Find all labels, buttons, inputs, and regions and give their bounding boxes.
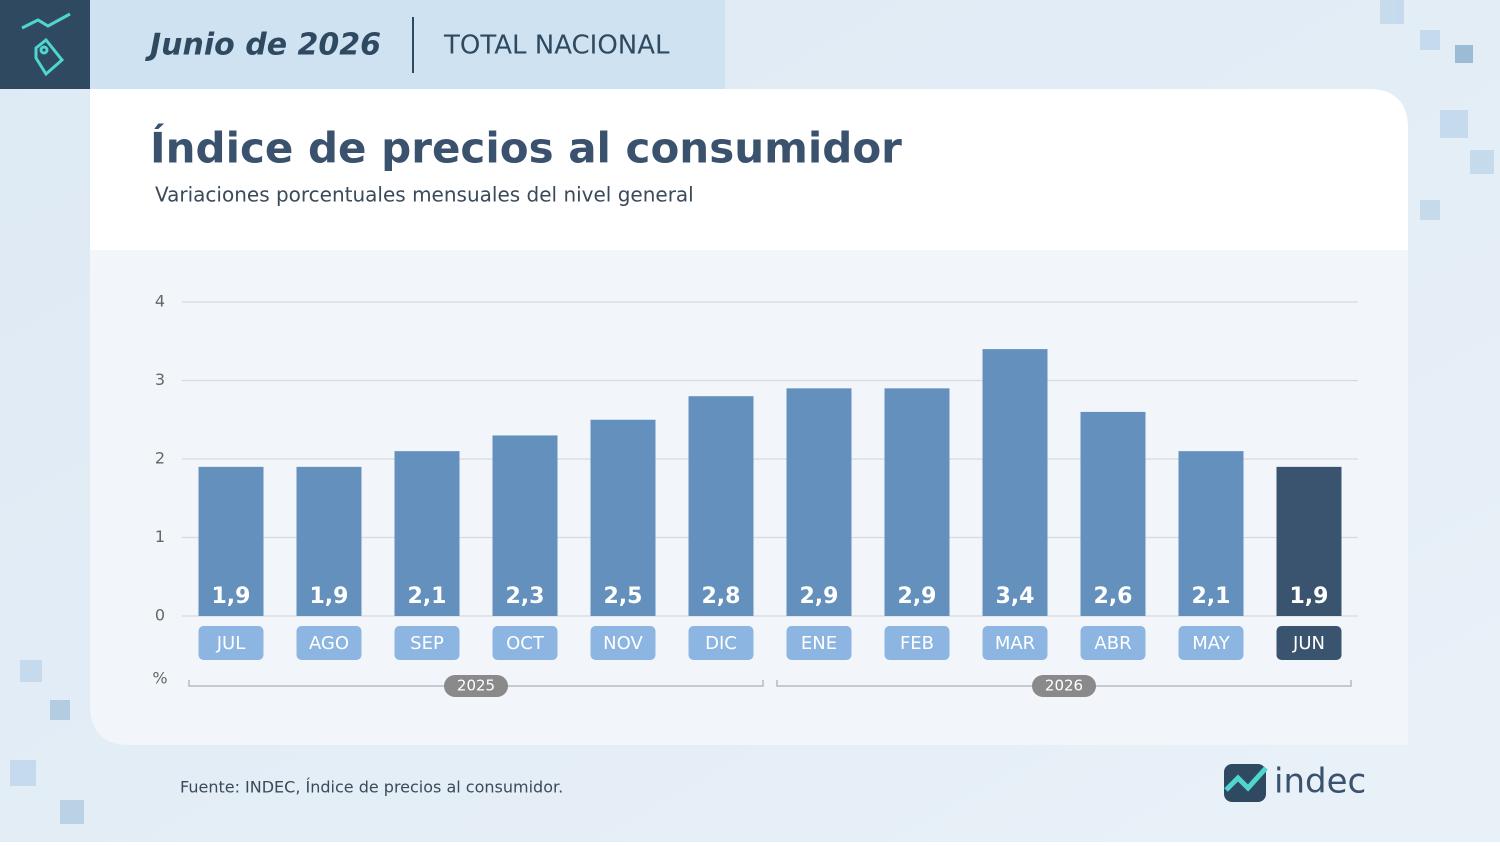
- category-pill: [1178, 626, 1244, 660]
- header-icon-box: [0, 0, 90, 89]
- chart-title: Índice de precios al consumidor: [150, 123, 902, 173]
- x-tick-label: DIC: [705, 633, 737, 654]
- value-label: 2,9: [800, 584, 839, 609]
- value-label: 3,4: [996, 584, 1035, 609]
- category-pill: [1276, 626, 1342, 660]
- x-tick-label: FEB: [900, 633, 934, 654]
- category-pill: [982, 626, 1048, 660]
- category-pill: [884, 626, 950, 660]
- x-tick-label: NOV: [603, 633, 643, 654]
- group-pill: [444, 675, 508, 697]
- bar: [296, 466, 362, 616]
- value-label: 2,5: [604, 584, 643, 609]
- y-tick-label: 4: [155, 292, 165, 311]
- source: Fuente: INDEC, Índice de precios al cons…: [180, 778, 563, 797]
- value-label: 2,8: [702, 584, 741, 609]
- card-top: [90, 89, 1408, 250]
- category-pill: [394, 626, 460, 660]
- y-tick-label: 0: [155, 606, 165, 625]
- y-unit: %: [152, 669, 167, 688]
- bar: [884, 388, 950, 616]
- value-label: 1,9: [212, 584, 251, 609]
- bar: [590, 419, 656, 616]
- x-tick-label: MAY: [1192, 633, 1230, 654]
- x-tick-label: ENE: [801, 633, 837, 654]
- value-label: 1,9: [1290, 584, 1329, 609]
- bar: [492, 435, 558, 616]
- bar: [1080, 411, 1146, 616]
- logo-text: indec: [1274, 762, 1366, 802]
- value-label: 2,1: [1192, 584, 1231, 609]
- category-pill: [198, 626, 264, 660]
- x-tick-label: OCT: [506, 633, 545, 654]
- value-label: 2,3: [506, 584, 545, 609]
- category-pill: [1080, 626, 1146, 660]
- y-tick-label: 2: [155, 449, 165, 468]
- header-region: TOTAL NACIONAL: [443, 31, 670, 61]
- group-label: 2026: [1045, 677, 1083, 695]
- bar: [1178, 451, 1244, 616]
- logo-line: [1224, 766, 1268, 792]
- x-tick-label: JUL: [216, 633, 246, 654]
- bar: [1276, 466, 1342, 616]
- decor-pixels: [10, 0, 1494, 824]
- logo: indec: [1224, 762, 1366, 802]
- value-label: 2,6: [1094, 584, 1133, 609]
- bar: [198, 466, 264, 616]
- x-tick-label: MAR: [995, 633, 1035, 654]
- chart-subtitle: Variaciones porcentuales mensuales del n…: [155, 183, 694, 207]
- x-tick-label: ABR: [1094, 633, 1131, 654]
- value-label: 2,9: [898, 584, 937, 609]
- y-tick-label: 3: [155, 370, 165, 389]
- header-panel: [0, 0, 725, 89]
- group-label: 2025: [457, 677, 495, 695]
- value-label: 2,1: [408, 584, 447, 609]
- bar: [786, 388, 852, 616]
- category-pill: [688, 626, 754, 660]
- category-pill: [296, 626, 362, 660]
- x-tick-label: JUN: [1292, 633, 1325, 654]
- header-date: Junio de 2026: [145, 28, 381, 63]
- bar: [688, 396, 754, 616]
- category-pill: [786, 626, 852, 660]
- category-pill: [590, 626, 656, 660]
- y-tick-label: 1: [155, 527, 165, 546]
- bar: [394, 451, 460, 616]
- value-label: 1,9: [310, 584, 349, 609]
- x-tick-label: SEP: [410, 633, 444, 654]
- header-icon: [21, 12, 71, 77]
- x-tick-label: AGO: [309, 633, 349, 654]
- category-pill: [492, 626, 558, 660]
- bar: [982, 349, 1048, 616]
- group-pill: [1032, 675, 1096, 697]
